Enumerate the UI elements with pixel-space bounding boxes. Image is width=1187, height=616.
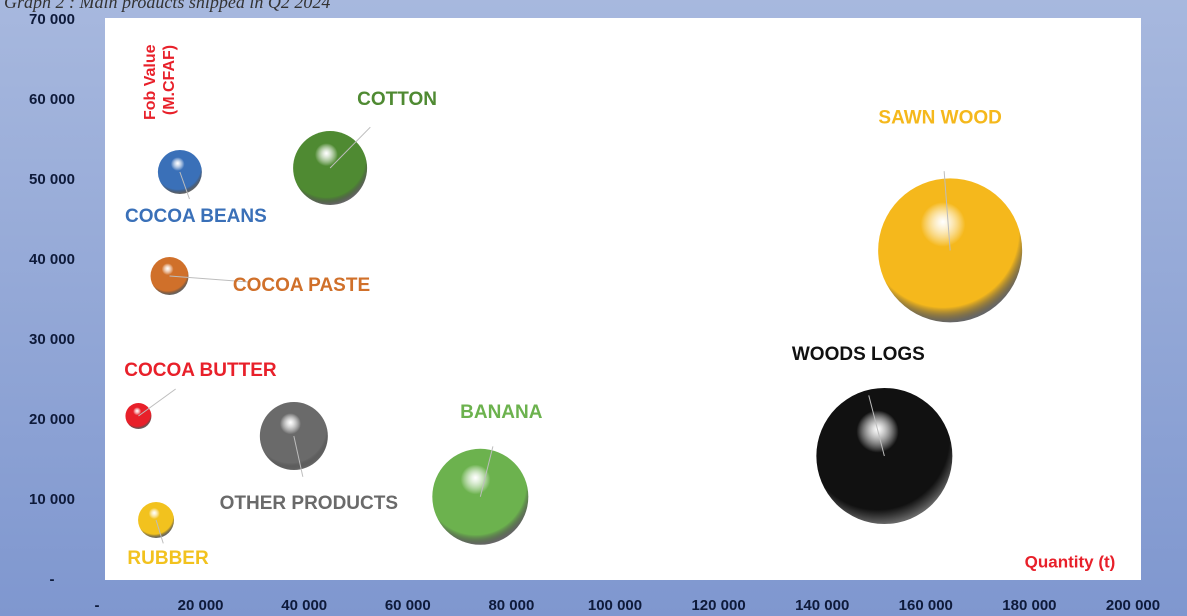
leader-line [169,275,249,283]
x-tick-label: 40 000 [281,597,327,614]
y-tick-label: 20 000 [29,411,75,428]
x-tick-label: 140 000 [795,597,849,614]
y-tick-label: - [50,571,55,588]
x-tick-label: 160 000 [899,597,953,614]
y-axis-title: Fob Value (M.CFAF) [142,40,178,120]
leader-line [479,446,494,497]
x-tick-label: 120 000 [691,597,745,614]
x-tick-label: 80 000 [488,597,534,614]
bubble-label: COTTON [357,89,437,110]
leader-line [155,519,164,544]
chart-title: Graph 2 : Main products shipped in Q2 20… [4,0,330,12]
bubble-label: COCOA PASTE [233,275,370,296]
leader-line [293,435,304,477]
bubble-label: RUBBER [127,548,209,569]
bubble-label: OTHER PRODUCTS [220,493,398,514]
bubble-label: BANANA [460,402,543,423]
bubble-label: COCOA BUTTER [124,360,277,381]
leader-line [868,395,885,457]
y-tick-label: 50 000 [29,171,75,188]
y-tick-label: 10 000 [29,491,75,508]
leader-line [943,171,951,251]
y-tick-label: 40 000 [29,251,75,268]
x-tick-label: 60 000 [385,597,431,614]
y-tick-label: 30 000 [29,331,75,348]
y-tick-label: 60 000 [29,91,75,108]
leader-line [138,388,176,417]
x-axis-title: Quantity (t) [1025,552,1116,571]
x-tick-label: - [95,597,100,614]
leader-line [179,171,190,200]
bubble-label: COCOA BEANS [125,206,267,227]
x-tick-label: 20 000 [178,597,224,614]
y-tick-label: 70 000 [29,11,75,28]
x-tick-label: 180 000 [1002,597,1056,614]
bubble-label: WOODS LOGS [792,344,925,365]
x-tick-label: 100 000 [588,597,642,614]
x-tick-label: 200 000 [1106,597,1160,614]
bubble-label: SAWN WOOD [878,107,1002,128]
leader-line [329,126,371,169]
y-axis-title-line: (M.CFAF) [161,45,178,115]
y-axis-title-line: Fob Value [142,44,159,120]
